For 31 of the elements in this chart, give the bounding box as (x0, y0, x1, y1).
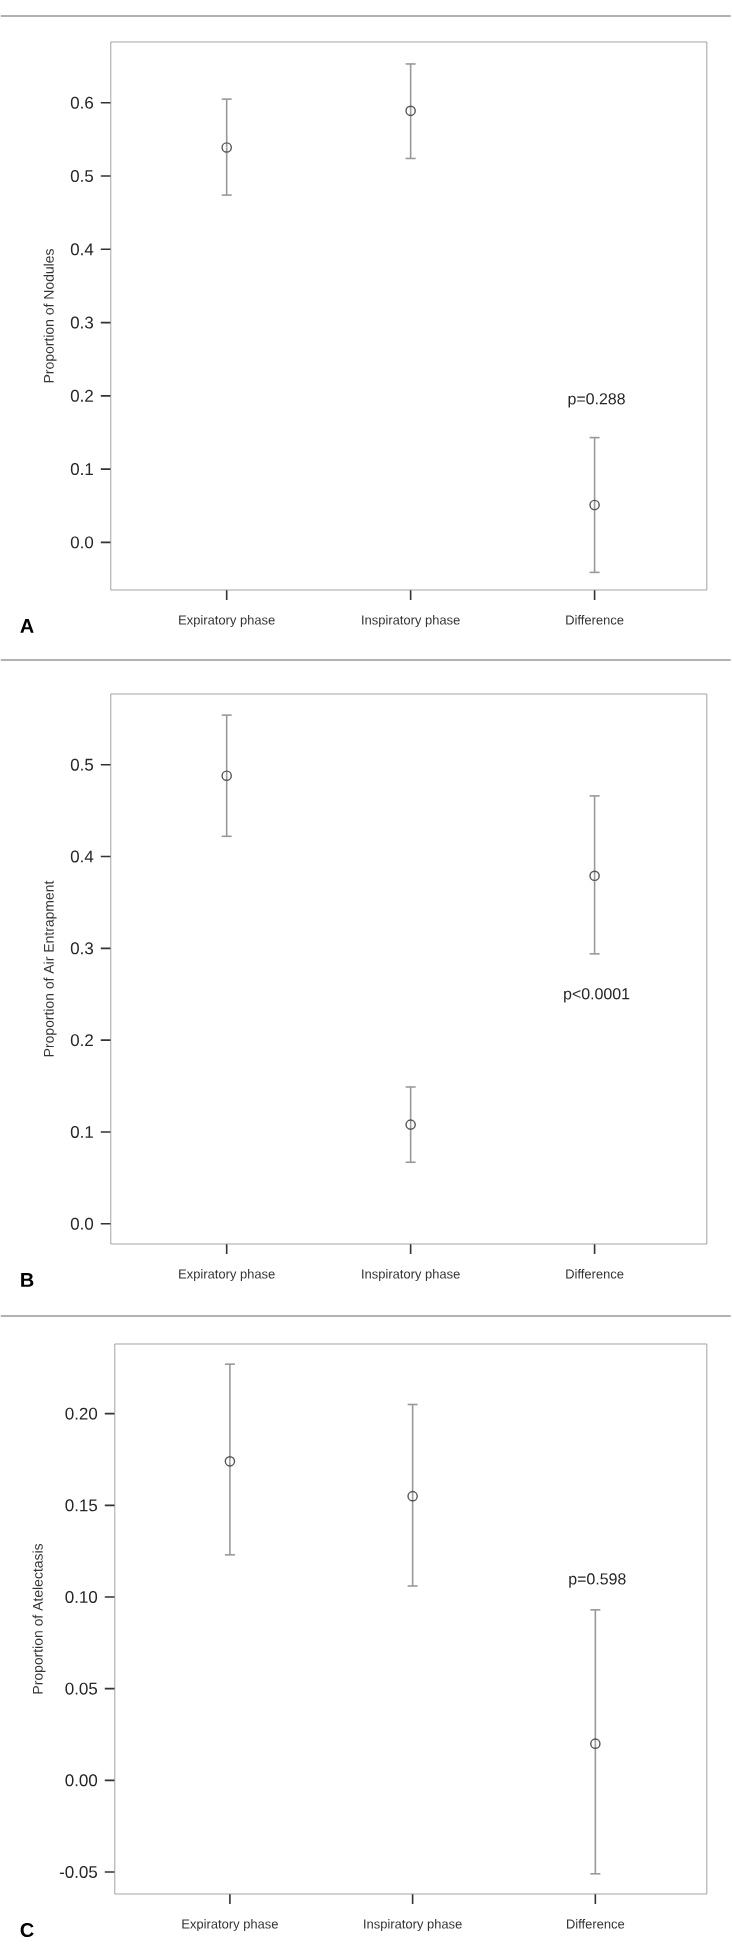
y-tick-label: 0.10 (65, 1591, 98, 1603)
y-tick-label: 0.3 (71, 316, 94, 329)
y-tick-label: 0.4 (71, 850, 94, 863)
point (221, 142, 233, 153)
y-tick-label: 0.2 (71, 389, 94, 402)
y-tick-label: 0.15 (65, 1499, 98, 1512)
text: B (21, 1273, 34, 1287)
y-tick-label: 0.1 (71, 1125, 94, 1138)
point (405, 1119, 417, 1130)
point (405, 105, 417, 117)
y-tick-label: 0.05 (65, 1682, 98, 1695)
y-tick-label: -0.05 (60, 1866, 98, 1878)
y-tick-label: 0.0 (71, 1217, 94, 1230)
point (407, 1490, 419, 1502)
y-tick-label: 0.20 (65, 1407, 98, 1420)
point (589, 499, 601, 511)
text: A (20, 619, 34, 633)
y-tick-label: 0.6 (71, 96, 94, 109)
y-tick-label: 0.5 (71, 170, 94, 183)
y-tick-label: 0.4 (71, 243, 94, 256)
y-tick-label: 0.2 (71, 1034, 94, 1047)
point (589, 870, 601, 882)
y-tick-label: 0.3 (71, 942, 94, 955)
y-tick-label: 0.00 (65, 1774, 98, 1787)
y-tick-label: 0.0 (71, 536, 94, 549)
point (590, 1738, 601, 1749)
y-tick-label: 0.1 (71, 463, 94, 476)
point (221, 770, 233, 782)
text: C (20, 1922, 34, 1938)
y-tick-label: 0.5 (71, 758, 94, 771)
point (224, 1456, 236, 1467)
